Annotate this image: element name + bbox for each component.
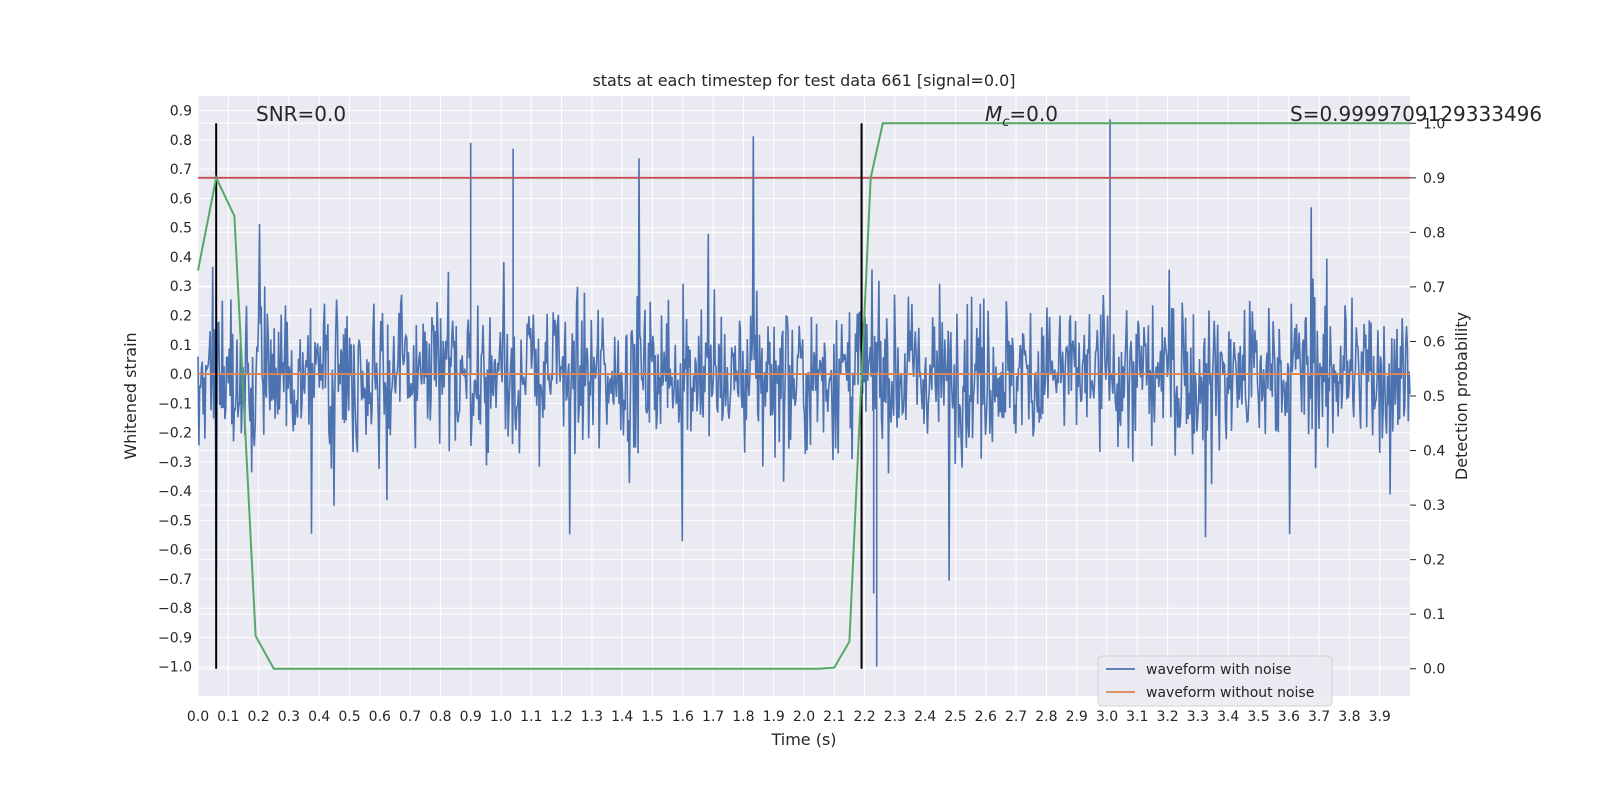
x-tick-label: 3.5 xyxy=(1247,709,1269,725)
mc-subscript: c xyxy=(1002,115,1009,130)
x-tick-label: 1.9 xyxy=(763,709,785,725)
x-tick-label: 2.1 xyxy=(823,709,845,725)
x-tick-label: 0.4 xyxy=(308,709,330,725)
y-tick-label-right: 0.2 xyxy=(1423,553,1445,569)
y-tick-label-right: 1.0 xyxy=(1423,116,1445,132)
mc-value: =0.0 xyxy=(1009,102,1058,126)
y-tick-label-left: −0.4 xyxy=(158,484,192,500)
mc-symbol: M xyxy=(985,102,1002,126)
snr-annotation: SNR=0.0 xyxy=(256,102,346,126)
y-tick-label-left: −0.5 xyxy=(158,513,192,529)
y-tick-label-left: 0.6 xyxy=(170,191,192,207)
y-tick-label-right: 0.3 xyxy=(1423,498,1445,514)
y-tick-label-left: −0.8 xyxy=(158,601,192,617)
x-tick-label: 1.3 xyxy=(581,709,603,725)
x-tick-label: 3.9 xyxy=(1369,709,1391,725)
x-tick-label: 1.1 xyxy=(520,709,542,725)
x-tick-label: 2.2 xyxy=(853,709,875,725)
y-tick-label-left: 0.3 xyxy=(170,279,192,295)
mc-annotation: Mc=0.0 xyxy=(985,102,1058,130)
tick-labels: 0.0 0.1 0.2 0.3 0.4 0.5 0.6 0.7 0.8 0.9 1.0 1.1 1.2 1… xyxy=(158,104,1445,725)
x-tick-label: 3.7 xyxy=(1308,709,1330,725)
noise-waveform-line xyxy=(197,136,1411,583)
x-tick-label: 3.4 xyxy=(1217,709,1239,725)
y-tick-label-left: 0.9 xyxy=(170,104,192,120)
x-tick-label: 1.7 xyxy=(702,709,724,725)
x-tick-label: 1.5 xyxy=(641,709,663,725)
x-tick-label: 2.9 xyxy=(1066,709,1088,725)
y-tick-label-left: −0.6 xyxy=(158,543,192,559)
detection-probability-line xyxy=(197,122,1410,670)
s-annotation: S=0.9999709129333496 xyxy=(1290,102,1542,126)
x-tick-label: 1.6 xyxy=(672,709,694,725)
legend-label-noise: waveform with noise xyxy=(1146,662,1291,678)
x-tick-label: 0.2 xyxy=(247,709,269,725)
y-tick-label-left: 0.8 xyxy=(170,133,192,149)
x-tick-label: 3.2 xyxy=(1156,709,1178,725)
x-tick-label: 3.0 xyxy=(1096,709,1118,725)
x-tick-label: 0.7 xyxy=(399,709,421,725)
x-tick-label: 0.6 xyxy=(369,709,391,725)
y-tick-label-left: −0.2 xyxy=(158,426,192,442)
y-tick-label-right: 0.4 xyxy=(1423,444,1445,460)
x-tick-label: 0.1 xyxy=(217,709,239,725)
y-tick-label-left: 0.5 xyxy=(170,221,192,237)
y-tick-label-right: 0.9 xyxy=(1423,171,1445,187)
x-tick-label: 0.3 xyxy=(278,709,300,725)
x-tick-label: 3.6 xyxy=(1278,709,1300,725)
x-tick-label: 2.4 xyxy=(914,709,936,725)
y-tick-label-left: −0.3 xyxy=(158,455,192,471)
y-tick-label-left: −1.0 xyxy=(158,660,192,676)
x-tick-label: 1.4 xyxy=(611,709,633,725)
y-tick-label-right: 0.6 xyxy=(1423,334,1445,350)
x-axis-label: Time (s) xyxy=(770,730,836,749)
y-tick-label-left: 0.4 xyxy=(170,250,192,266)
x-tick-label: 0.9 xyxy=(460,709,482,725)
y-tick-label-left: 0.0 xyxy=(170,367,192,383)
y-tick-label-right: 0.5 xyxy=(1423,389,1445,405)
y-tick-label-right: 0.8 xyxy=(1423,225,1445,241)
y-tick-label-right: 0.1 xyxy=(1423,607,1445,623)
y-tick-label-left: −0.7 xyxy=(158,572,192,588)
series-waveform-with-noise xyxy=(197,119,1411,667)
x-tick-label: 0.5 xyxy=(338,709,360,725)
x-tick-label: 3.8 xyxy=(1338,709,1360,725)
legend: waveform with noise waveform without noi… xyxy=(1097,655,1333,707)
x-tick-label: 1.2 xyxy=(550,709,572,725)
x-tick-label: 0.0 xyxy=(187,709,209,725)
y-tick-label-left: 0.2 xyxy=(170,309,192,325)
chart-title: stats at each timestep for test data 661… xyxy=(592,71,1015,90)
legend-box xyxy=(1097,655,1333,707)
x-tick-label: 0.8 xyxy=(429,709,451,725)
x-tick-label: 2.0 xyxy=(793,709,815,725)
y-tick-label-left: −0.9 xyxy=(158,630,192,646)
y-tick-label-right: 0.0 xyxy=(1423,662,1445,678)
y-tick-label-left: 0.1 xyxy=(170,338,192,354)
legend-label-clean: waveform without noise xyxy=(1146,685,1314,701)
x-tick-label: 3.1 xyxy=(1126,709,1148,725)
x-tick-label: 3.3 xyxy=(1187,709,1209,725)
x-tick-label: 1.0 xyxy=(490,709,512,725)
y-tick-label-left: 0.7 xyxy=(170,162,192,178)
x-tick-label: 1.8 xyxy=(732,709,754,725)
x-tick-label: 2.8 xyxy=(1035,709,1057,725)
x-tick-label: 2.5 xyxy=(944,709,966,725)
x-tick-label: 2.7 xyxy=(1005,709,1027,725)
y-axis-label-left: Whitened strain xyxy=(121,332,140,459)
x-tick-label: 2.3 xyxy=(884,709,906,725)
x-tick-label: 2.6 xyxy=(975,709,997,725)
y-tick-label-left: −0.1 xyxy=(158,396,192,412)
overlay-lines xyxy=(197,122,1410,670)
y-axis-label-right: Detection probability xyxy=(1452,312,1471,480)
y-tick-label-right: 0.7 xyxy=(1423,280,1445,296)
